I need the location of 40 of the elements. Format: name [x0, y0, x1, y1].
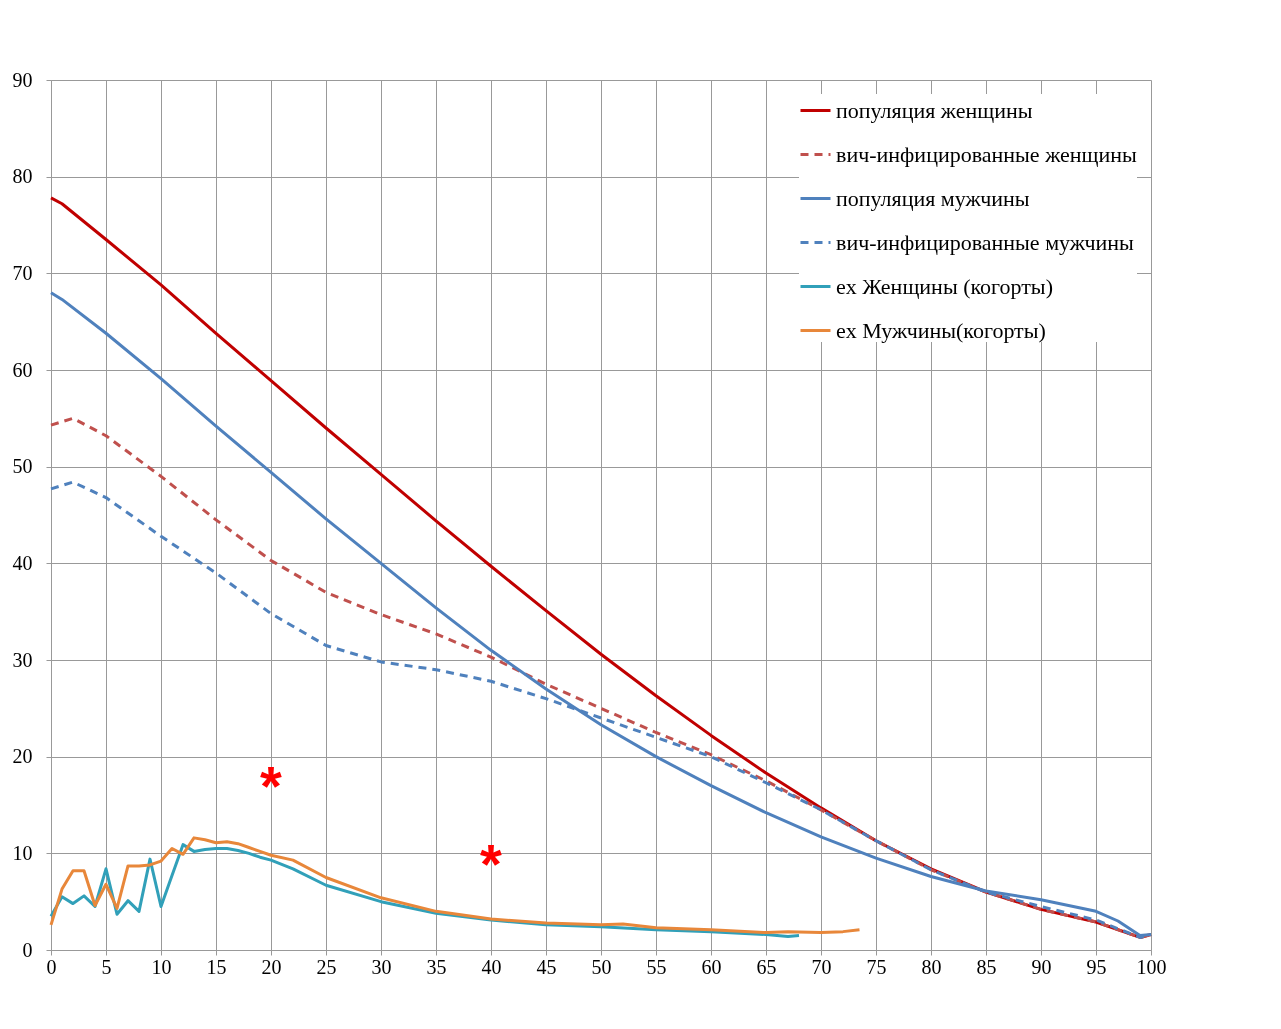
annotation: *: [480, 832, 503, 896]
x-tick-label: 30: [371, 955, 392, 978]
x-tick-label: 55: [646, 955, 667, 978]
y-tick-label: 80: [12, 165, 33, 188]
legend-label: популяция женщины: [836, 97, 1033, 123]
legend-label: ex Женщины (когорты): [836, 273, 1053, 299]
x-tick-label: 0: [46, 955, 57, 978]
x-tick-label: 25: [316, 955, 337, 978]
y-tick-label: 90: [12, 68, 33, 91]
y-tick-label: 60: [12, 358, 33, 381]
y-tick-label: 50: [12, 455, 33, 478]
x-tick-label: 90: [1031, 955, 1052, 978]
x-tick-label: 5: [101, 955, 112, 978]
y-tick-label: 40: [12, 551, 33, 574]
x-tick-label: 50: [591, 955, 612, 978]
x-tick-label: 85: [976, 955, 997, 978]
legend-label: вич-инфицированные женщины: [836, 141, 1138, 167]
x-tick-label: 80: [921, 955, 942, 978]
x-tick-label: 15: [206, 955, 227, 978]
line-series: [49, 836, 861, 935]
x-tick-label: 10: [151, 955, 172, 978]
x-tick-label: 20: [261, 955, 282, 978]
x-tick-label: 40: [481, 955, 502, 978]
x-tick-label: 100: [1136, 955, 1167, 978]
annotation: *: [260, 754, 283, 817]
x-tick-label: 60: [701, 955, 722, 978]
x-tick-label: 95: [1086, 955, 1107, 978]
y-tick-label: 0: [22, 938, 33, 961]
y-tick-label: 70: [12, 261, 33, 284]
legend-label: популяция мужчины: [836, 185, 1030, 211]
y-tick-label: 20: [12, 745, 33, 768]
x-tick-label: 75: [866, 955, 887, 978]
legend-label: ex Мужчины(когорты): [836, 317, 1046, 343]
x-tick-label: 45: [536, 955, 557, 978]
y-tick-label: 30: [12, 648, 33, 671]
x-tick-label: 65: [756, 955, 777, 978]
x-tick-label: 70: [811, 955, 832, 978]
legend-label: вич-инфицированные мужчины: [836, 229, 1135, 255]
x-tick-label: 35: [426, 955, 447, 978]
y-tick-label: 10: [12, 841, 33, 864]
